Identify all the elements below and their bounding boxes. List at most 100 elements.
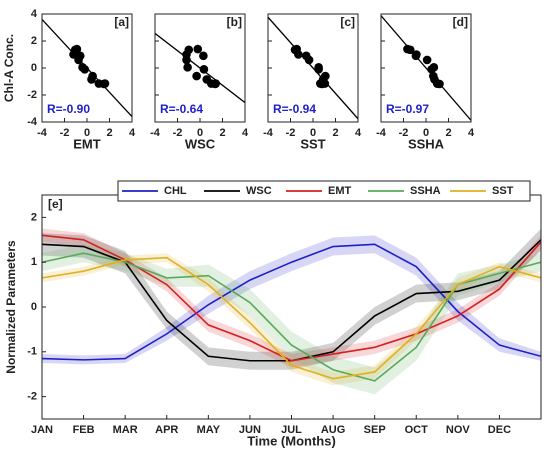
point	[318, 75, 328, 84]
x-tick-label: 4	[129, 127, 136, 139]
x-tick-label: APR	[155, 424, 178, 436]
x-tick-label: -4	[263, 127, 274, 139]
x-tick-label: -2	[173, 127, 183, 139]
y-tick-label: -2	[27, 391, 37, 403]
x-tick-label: -4	[37, 127, 48, 139]
x-axis-label: SSHA	[408, 136, 445, 151]
x-tick-label: -2	[286, 127, 296, 139]
y-tick-label: -1	[27, 346, 37, 358]
legend-label: EMT	[328, 185, 352, 197]
panel-label: [e]	[48, 197, 63, 211]
x-axis-label: WSC	[185, 136, 216, 151]
x-tick-label: JUN	[239, 424, 261, 436]
x-tick-label: 0	[197, 127, 203, 139]
point	[427, 65, 436, 74]
point	[94, 79, 104, 88]
plot-area	[381, 15, 471, 121]
point	[72, 44, 82, 54]
legend-label: WSC	[246, 185, 272, 197]
x-axis-label: Time (Months)	[247, 433, 336, 448]
point	[403, 44, 412, 54]
x-tick-label: MAR	[113, 424, 138, 436]
panel-label: [c]	[340, 15, 355, 29]
x-tick-label: 2	[445, 127, 451, 139]
plot-frame	[380, 13, 472, 123]
x-tick-label: 2	[332, 127, 338, 139]
point	[184, 45, 194, 55]
point	[87, 75, 96, 84]
y-tick-label: 0	[31, 301, 37, 313]
annotation: R=-0.90	[47, 102, 90, 116]
x-tick-label: JAN	[31, 424, 53, 436]
plot-frame	[41, 13, 133, 123]
point	[202, 75, 212, 84]
x-tick-label: 0	[310, 127, 316, 139]
series-line	[42, 256, 541, 380]
point	[292, 44, 301, 54]
legend-label: SSHA	[410, 185, 441, 197]
point	[199, 51, 208, 61]
x-tick-label: FEB	[73, 424, 95, 436]
x-tick-label: MAY	[197, 424, 221, 436]
point	[411, 51, 421, 61]
y-tick-label: 1	[31, 256, 37, 268]
annotation: R=-0.94	[273, 102, 316, 116]
error-band	[42, 228, 541, 370]
plot-area	[268, 16, 358, 120]
plot-area	[155, 32, 245, 104]
fit-line	[268, 16, 358, 120]
x-tick-label: 4	[468, 127, 475, 139]
series-line	[42, 243, 541, 361]
x-axis-label: EMT	[73, 136, 101, 151]
point	[422, 55, 432, 65]
y-tick-label: 0	[31, 62, 37, 74]
x-tick-label: 4	[355, 127, 362, 139]
legend: CHL WSC EMT SSHA SST	[117, 180, 531, 202]
y-tick-label: 4	[31, 8, 38, 20]
error-band	[42, 253, 541, 386]
y-tick-label: 2	[31, 211, 37, 223]
x-tick-label: 4	[242, 127, 249, 139]
plot-frame	[154, 13, 246, 123]
panel-label: [b]	[227, 15, 242, 29]
panel-label: [d]	[453, 15, 468, 29]
x-tick-label: DEC	[488, 424, 511, 436]
x-tick-label: -4	[150, 127, 161, 139]
x-tick-label: NOV	[446, 424, 471, 436]
x-tick-label: JUL	[281, 424, 302, 436]
point	[183, 63, 192, 72]
x-tick-label: 2	[106, 127, 112, 139]
x-tick-label: -2	[399, 127, 409, 139]
legend-box	[117, 180, 531, 202]
legend-label: SST	[492, 185, 514, 197]
y-tick-label: -2	[27, 89, 37, 101]
point	[193, 44, 203, 54]
x-tick-label: AUG	[321, 424, 345, 436]
panel-label: [a]	[114, 15, 129, 29]
x-tick-label: 0	[84, 127, 90, 139]
y-axis-label: Normalized Parameters	[4, 240, 18, 374]
annotation: R=-0.64	[160, 102, 203, 116]
point	[314, 65, 323, 74]
point	[199, 65, 209, 74]
y-tick-label: 2	[31, 35, 37, 47]
point	[301, 51, 311, 61]
plot-area	[42, 228, 541, 395]
x-axis-label: SST	[300, 136, 325, 151]
fit-line	[381, 15, 471, 121]
x-tick-label: -2	[60, 127, 70, 139]
y-tick-label: -4	[27, 116, 38, 128]
error-band	[42, 244, 541, 395]
plot-frame	[267, 13, 359, 123]
annotation: R=-0.97	[386, 102, 429, 116]
x-tick-label: OCT	[405, 424, 429, 436]
x-tick-label: SEP	[364, 424, 386, 436]
point	[430, 75, 439, 84]
x-tick-label: -4	[376, 127, 387, 139]
legend-label: CHL	[164, 185, 187, 197]
y-axis-label: Chl-A Conc.	[2, 34, 16, 102]
x-tick-label: 0	[423, 127, 429, 139]
plot-area	[42, 18, 132, 118]
point	[80, 65, 90, 74]
